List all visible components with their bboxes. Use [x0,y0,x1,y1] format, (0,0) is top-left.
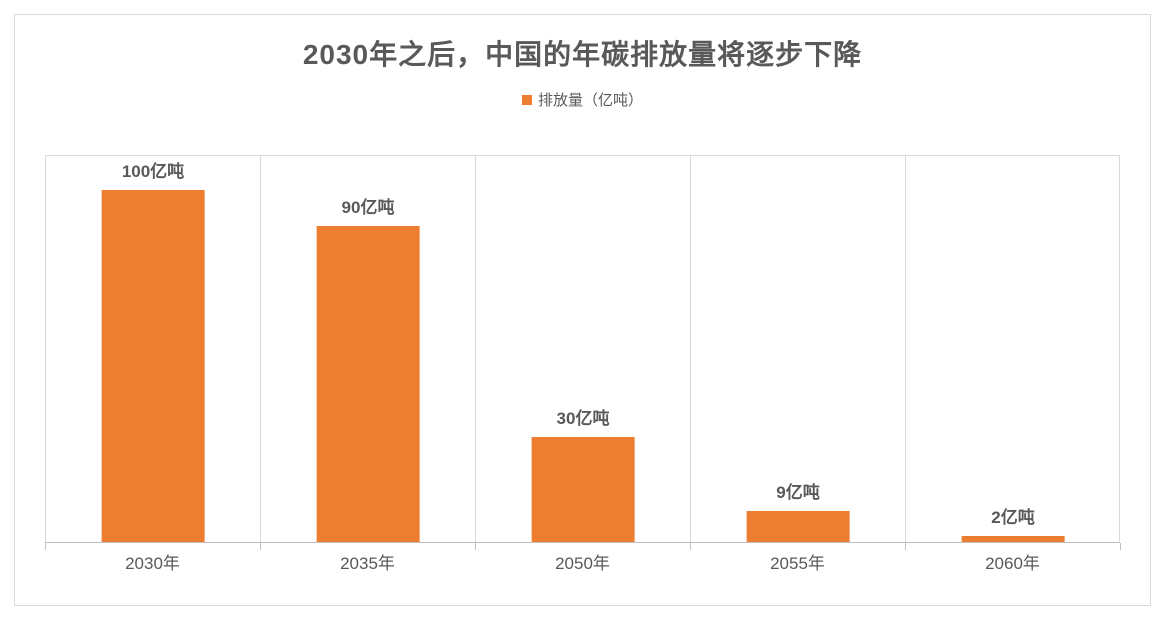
bar: 30亿吨 [532,437,635,543]
x-axis-label: 2035年 [260,543,475,583]
bar: 100亿吨 [102,190,205,543]
chart-title: 2030年之后，中国的年碳排放量将逐步下降 [15,15,1150,73]
bar-slot: 2亿吨 [905,155,1120,543]
plot-area: 100亿吨 90亿吨 30亿吨 9亿吨 2亿吨 [45,155,1120,543]
legend-swatch [522,95,532,105]
chart-container: 2030年之后，中国的年碳排放量将逐步下降 排放量（亿吨） 100亿吨 90亿吨 3… [14,14,1151,606]
bars-group: 100亿吨 90亿吨 30亿吨 9亿吨 2亿吨 [45,155,1120,543]
legend-label: 排放量（亿吨） [538,92,643,109]
legend: 排放量（亿吨） [15,89,1150,110]
x-tick [1120,543,1121,550]
bar-value-label: 100亿吨 [122,157,184,182]
bar-value-label: 90亿吨 [342,193,395,218]
bar-value-label: 2亿吨 [991,503,1034,528]
bar-slot: 90亿吨 [260,155,475,543]
x-axis-label: 2060年 [905,543,1120,583]
x-axis-label: 2055年 [690,543,905,583]
x-axis-labels: 2030年2035年2050年2055年2060年 [45,543,1120,583]
bar-slot: 9亿吨 [690,155,905,543]
bar-slot: 100亿吨 [45,155,260,543]
x-axis-label: 2050年 [475,543,690,583]
bar-slot: 30亿吨 [475,155,690,543]
bar: 90亿吨 [317,226,420,543]
bar: 9亿吨 [747,511,850,543]
x-axis-label: 2030年 [45,543,260,583]
bar-value-label: 9亿吨 [776,478,819,503]
bar-value-label: 30亿吨 [557,404,610,429]
